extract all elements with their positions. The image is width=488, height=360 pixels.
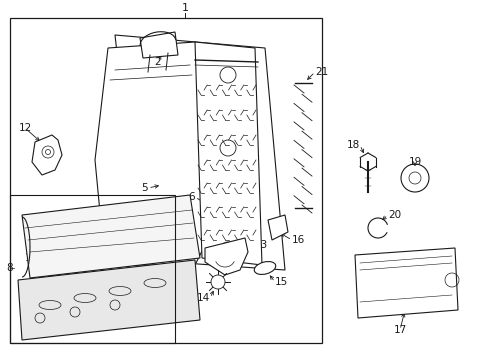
Polygon shape bbox=[18, 260, 200, 340]
Text: 16: 16 bbox=[291, 235, 305, 245]
Text: 6: 6 bbox=[188, 192, 195, 202]
Polygon shape bbox=[115, 35, 285, 270]
Text: 20: 20 bbox=[387, 210, 400, 220]
Text: 4: 4 bbox=[224, 233, 231, 243]
Bar bbox=[10, 18, 321, 343]
Text: 12: 12 bbox=[19, 123, 32, 133]
Text: 2: 2 bbox=[154, 57, 161, 67]
Ellipse shape bbox=[254, 262, 275, 274]
Polygon shape bbox=[267, 215, 287, 240]
Text: 7: 7 bbox=[211, 205, 218, 215]
Polygon shape bbox=[354, 248, 457, 318]
Text: 11: 11 bbox=[29, 303, 42, 313]
Text: 8: 8 bbox=[6, 263, 13, 273]
Text: 1: 1 bbox=[181, 3, 188, 13]
Polygon shape bbox=[204, 238, 247, 275]
Polygon shape bbox=[140, 32, 178, 58]
Polygon shape bbox=[195, 42, 262, 265]
Text: 17: 17 bbox=[392, 325, 406, 335]
Polygon shape bbox=[32, 135, 62, 175]
Polygon shape bbox=[95, 42, 209, 265]
Text: 18: 18 bbox=[346, 140, 359, 150]
Text: 15: 15 bbox=[274, 277, 287, 287]
Circle shape bbox=[210, 275, 224, 289]
Text: 3: 3 bbox=[247, 65, 254, 75]
Text: 14: 14 bbox=[196, 293, 209, 303]
Text: 19: 19 bbox=[407, 157, 421, 167]
Text: 10: 10 bbox=[25, 253, 38, 263]
Text: 21: 21 bbox=[314, 67, 327, 77]
Text: 9: 9 bbox=[35, 277, 42, 287]
Bar bbox=[10, 195, 175, 343]
Text: 13: 13 bbox=[254, 240, 268, 250]
Text: 5: 5 bbox=[141, 183, 148, 193]
Polygon shape bbox=[22, 195, 200, 278]
